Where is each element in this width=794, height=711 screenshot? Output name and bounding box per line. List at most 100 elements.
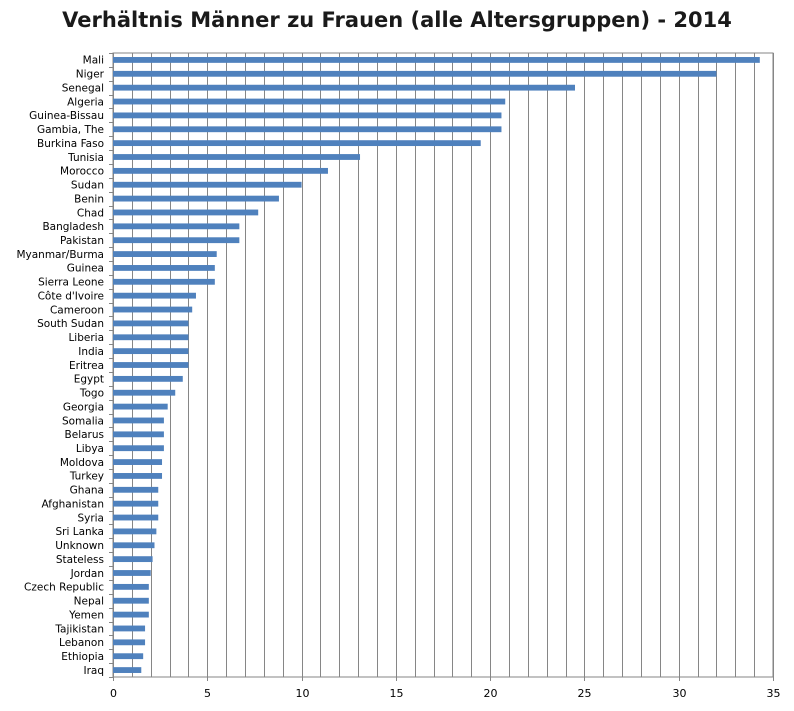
category-label: Eritrea xyxy=(69,360,104,372)
category-label: Moldova xyxy=(60,457,104,469)
category-label: Sri Lanka xyxy=(55,526,104,538)
bar xyxy=(113,195,279,202)
category-label: Mali xyxy=(83,55,104,67)
bar xyxy=(113,320,189,327)
x-tick-label: 30 xyxy=(673,687,687,700)
category-label: Libya xyxy=(76,443,104,455)
bar xyxy=(113,542,155,549)
chart-title: Verhältnis Männer zu Frauen (alle Alters… xyxy=(62,8,732,32)
bar xyxy=(113,57,760,63)
x-tick-label: 0 xyxy=(110,687,117,700)
category-label: Guinea xyxy=(67,263,104,275)
bar xyxy=(113,251,217,257)
bar xyxy=(113,556,153,563)
bar xyxy=(113,570,151,576)
x-tick-label: 25 xyxy=(578,687,592,700)
bar xyxy=(113,84,575,91)
category-label: Morocco xyxy=(60,166,104,178)
category-label: Yemen xyxy=(68,609,104,621)
bar xyxy=(113,653,144,660)
category-label: Ethiopia xyxy=(61,651,104,663)
bar xyxy=(113,389,176,396)
bar xyxy=(113,625,146,632)
x-tick-label: 20 xyxy=(484,687,498,700)
bar xyxy=(113,445,164,452)
category-label: Georgia xyxy=(63,401,104,413)
bar xyxy=(113,403,168,410)
bar xyxy=(113,500,159,507)
plot-area-border xyxy=(112,52,774,678)
bar xyxy=(113,348,189,355)
bar xyxy=(113,597,149,604)
bar xyxy=(113,611,149,618)
category-label: Somalia xyxy=(62,415,104,427)
bar xyxy=(113,181,302,188)
category-label: Czech Republic xyxy=(24,582,104,594)
category-label: Afghanistan xyxy=(41,498,104,510)
bar xyxy=(113,265,215,271)
category-label: Tajikistan xyxy=(54,623,104,635)
bar xyxy=(113,209,259,216)
category-label: Egypt xyxy=(74,374,104,386)
bar xyxy=(113,223,240,230)
category-label: Tunisia xyxy=(67,152,104,164)
category-label: Liberia xyxy=(68,332,104,344)
category-label: Myanmar/Burma xyxy=(16,249,104,261)
bar xyxy=(113,70,717,77)
bar xyxy=(113,334,189,341)
x-tick-label: 35 xyxy=(767,687,781,700)
bar xyxy=(113,112,502,119)
category-label: Benin xyxy=(74,193,104,205)
category-label: Iraq xyxy=(83,665,104,677)
bar xyxy=(113,583,149,590)
bar xyxy=(113,237,240,244)
category-label: Sierra Leone xyxy=(38,277,104,289)
bar xyxy=(113,473,163,479)
bar xyxy=(113,292,196,299)
category-label: South Sudan xyxy=(37,318,104,330)
category-label: India xyxy=(78,346,104,358)
category-label: Guinea-Bissau xyxy=(29,110,104,122)
bar xyxy=(113,126,502,133)
category-label: Stateless xyxy=(56,554,104,566)
bar xyxy=(113,375,183,382)
x-tick-label: 15 xyxy=(390,687,404,700)
bar xyxy=(113,417,164,424)
category-label: Burkina Faso xyxy=(37,138,104,150)
bar xyxy=(113,639,146,646)
category-label: Turkey xyxy=(69,471,104,483)
bar xyxy=(113,431,164,438)
category-label: Gambia, The xyxy=(37,124,104,136)
category-label: Nepal xyxy=(74,596,104,608)
bar xyxy=(113,459,163,465)
bar xyxy=(113,514,159,521)
category-label: Algeria xyxy=(67,96,104,108)
x-tick-label: 10 xyxy=(296,687,310,700)
category-label: Syria xyxy=(77,512,104,524)
bar xyxy=(113,154,361,160)
bar xyxy=(113,306,193,313)
category-label: Côte d'Ivoire xyxy=(38,290,104,302)
category-label: Bangladesh xyxy=(42,221,104,233)
bar xyxy=(113,486,159,493)
bar xyxy=(113,98,506,105)
bar xyxy=(113,167,328,174)
bar xyxy=(113,278,215,285)
category-label: Senegal xyxy=(62,82,104,94)
category-label: Lebanon xyxy=(59,637,104,649)
category-label: Jordan xyxy=(70,568,104,580)
bar xyxy=(113,528,157,535)
category-label: Belarus xyxy=(65,429,104,441)
x-tick-label: 5 xyxy=(204,687,211,700)
category-label: Togo xyxy=(79,388,104,400)
bar xyxy=(113,362,189,368)
category-label: Unknown xyxy=(55,540,104,552)
category-label: Chad xyxy=(77,207,104,219)
category-label: Niger xyxy=(76,69,105,81)
category-label: Ghana xyxy=(70,485,104,497)
bar xyxy=(113,667,142,673)
bar xyxy=(113,140,481,147)
category-label: Pakistan xyxy=(60,235,104,247)
